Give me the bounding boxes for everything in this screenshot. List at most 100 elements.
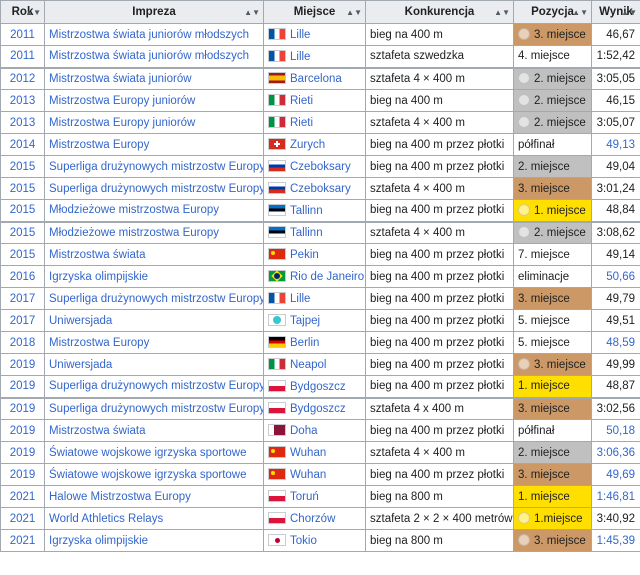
year-link[interactable]: 2016 [9,270,36,283]
place-link[interactable]: Tallinn [290,204,323,217]
event-link[interactable]: Mistrzostwa świata juniorów młodszych [49,50,250,63]
place-link[interactable]: Neapol [290,359,327,371]
event-link[interactable]: Mistrzostwa Europy [49,138,150,151]
table-row: 2021 Halowe Mistrzostwa Europy Toruń bieg n… [0,485,640,508]
year-link[interactable]: 2014 [9,138,36,151]
year-link[interactable]: 2017 [9,292,36,305]
result-link[interactable]: 3:06,36 [596,446,635,459]
result-link[interactable]: 50,18 [606,424,635,437]
place-link[interactable]: Rieti [290,95,314,107]
event-link[interactable]: World Athletics Relays [49,512,164,525]
event-link[interactable]: Mistrzostwa świata [49,424,146,437]
place-link[interactable]: Rieti [290,117,314,129]
event-link[interactable]: Mistrzostwa świata [49,248,146,261]
place-link[interactable]: Lille [290,50,311,63]
place-link[interactable]: Bydgoszcz [290,380,346,393]
year-link[interactable]: 2015 [9,226,36,239]
sort-icon[interactable]: ▲▼ [346,8,362,17]
place-link[interactable]: Lille [290,293,311,305]
year-link[interactable]: 2011 [10,50,35,63]
sort-icon[interactable]: ▲▼ [572,8,588,17]
place-link[interactable]: Chorzów [290,513,336,525]
year-link[interactable]: 2019 [9,424,36,437]
place-link[interactable]: Tallinn [290,227,323,240]
sort-icon[interactable]: ▲▼ [494,8,510,17]
place-link[interactable]: Wuhan [290,447,327,459]
year-link[interactable]: 2021 [9,512,36,525]
place-link[interactable]: Pekin [290,249,319,261]
place-link[interactable]: Lille [290,29,311,41]
year-link[interactable]: 2013 [9,94,36,107]
header-year[interactable]: Rok ▲▼ [0,0,45,24]
table-row: 2019 Światowe wojskowe igrzyska sportowe W… [0,463,640,486]
place-cell: Tajpej [263,309,366,332]
header-competition[interactable]: Konkurencja ▲▼ [365,0,514,24]
event-link[interactable]: Młodzieżowe mistrzostwa Europy [49,226,220,239]
result-link[interactable]: 1:45,39 [596,534,635,547]
position-label: 3. miejsce [518,468,570,481]
place-link[interactable]: Tajpej [290,315,321,327]
place-link[interactable]: Czeboksary [290,183,351,195]
year-link[interactable]: 2017 [9,314,36,327]
event-link[interactable]: Mistrzostwa Europy juniorów [49,116,196,129]
place-link[interactable]: Czeboksary [290,161,351,173]
event-link[interactable]: Mistrzostwa Europy juniorów [49,94,196,107]
header-place[interactable]: Miejsce ▲▼ [263,0,366,24]
header-label: Miejsce [293,6,336,18]
event-link[interactable]: Uniwersjada [49,314,113,327]
result-link[interactable]: 49,13 [606,138,635,151]
year-link[interactable]: 2021 [9,534,36,547]
sort-icon[interactable]: ▲▼ [621,8,637,17]
event-link[interactable]: Igrzyska olimpijskie [49,270,149,283]
header-event[interactable]: Impreza ▲▼ [44,0,264,24]
event-link[interactable]: Młodzieżowe mistrzostwa Europy [49,204,220,217]
place-link[interactable]: Tokio [290,535,317,547]
event-link[interactable]: Superliga drużynowych mistrzostw Europy [49,182,264,195]
year-link[interactable]: 2019 [9,446,36,459]
place-link[interactable]: Barcelona [290,73,342,86]
event-link[interactable]: Mistrzostwa Europy [49,336,150,349]
year-link[interactable]: 2015 [9,204,36,217]
place-link[interactable]: Toruń [290,491,319,503]
sort-icon[interactable]: ▲▼ [25,8,41,17]
year-link[interactable]: 2015 [9,160,36,173]
year-link[interactable]: 2018 [9,336,36,349]
header-position[interactable]: Pozycja ▲▼ [513,0,592,24]
place-link[interactable]: Doha [290,425,318,437]
event-link[interactable]: Światowe wojskowe igrzyska sportowe [49,468,247,481]
result-value: 49,04 [606,160,635,173]
place-link[interactable]: Zurych [290,139,326,151]
event-link[interactable]: Igrzyska olimpijskie [49,534,149,547]
year-link[interactable]: 2019 [9,358,36,371]
result-link[interactable]: 49,69 [606,468,635,481]
event-link[interactable]: Uniwersjada [49,358,113,371]
year-link[interactable]: 2012 [9,72,36,85]
result-link[interactable]: 48,59 [606,336,635,349]
japan-flag-icon [268,534,286,546]
result-link[interactable]: 1:46,81 [596,490,635,503]
year-link[interactable]: 2015 [9,182,36,195]
place-link[interactable]: Wuhan [290,469,327,481]
header-result[interactable]: Wynik ▲▼ [591,0,640,24]
event-link[interactable]: Superliga drużynowych mistrzostw Europy [49,292,264,305]
year-link[interactable]: 2013 [9,116,36,129]
event-link[interactable]: Mistrzostwa świata juniorów młodszych [49,28,250,41]
year-link[interactable]: 2021 [9,490,36,503]
sort-icon[interactable]: ▲▼ [244,8,260,17]
event-link[interactable]: Mistrzostwa świata juniorów [49,72,192,85]
year-link[interactable]: 2019 [9,468,36,481]
event-link[interactable]: Superliga drużynowych mistrzostw Europy [49,380,264,393]
year-link[interactable]: 2015 [9,248,36,261]
event-link[interactable]: Superliga drużynowych mistrzostw Europy [49,402,264,415]
table-row: 2011 Mistrzostwa świata juniorów młodszyc… [0,45,640,68]
place-link[interactable]: Rio de Janeiro [290,271,365,283]
place-link[interactable]: Bydgoszcz [290,403,346,416]
year-link[interactable]: 2019 [9,402,36,415]
place-link[interactable]: Berlin [290,337,320,349]
event-link[interactable]: Halowe Mistrzostwa Europy [49,490,191,503]
result-link[interactable]: 50,66 [606,270,635,283]
event-link[interactable]: Światowe wojskowe igrzyska sportowe [49,446,247,459]
event-link[interactable]: Superliga drużynowych mistrzostw Europy [49,160,264,173]
year-link[interactable]: 2019 [9,380,36,393]
year-link[interactable]: 2011 [10,28,35,41]
